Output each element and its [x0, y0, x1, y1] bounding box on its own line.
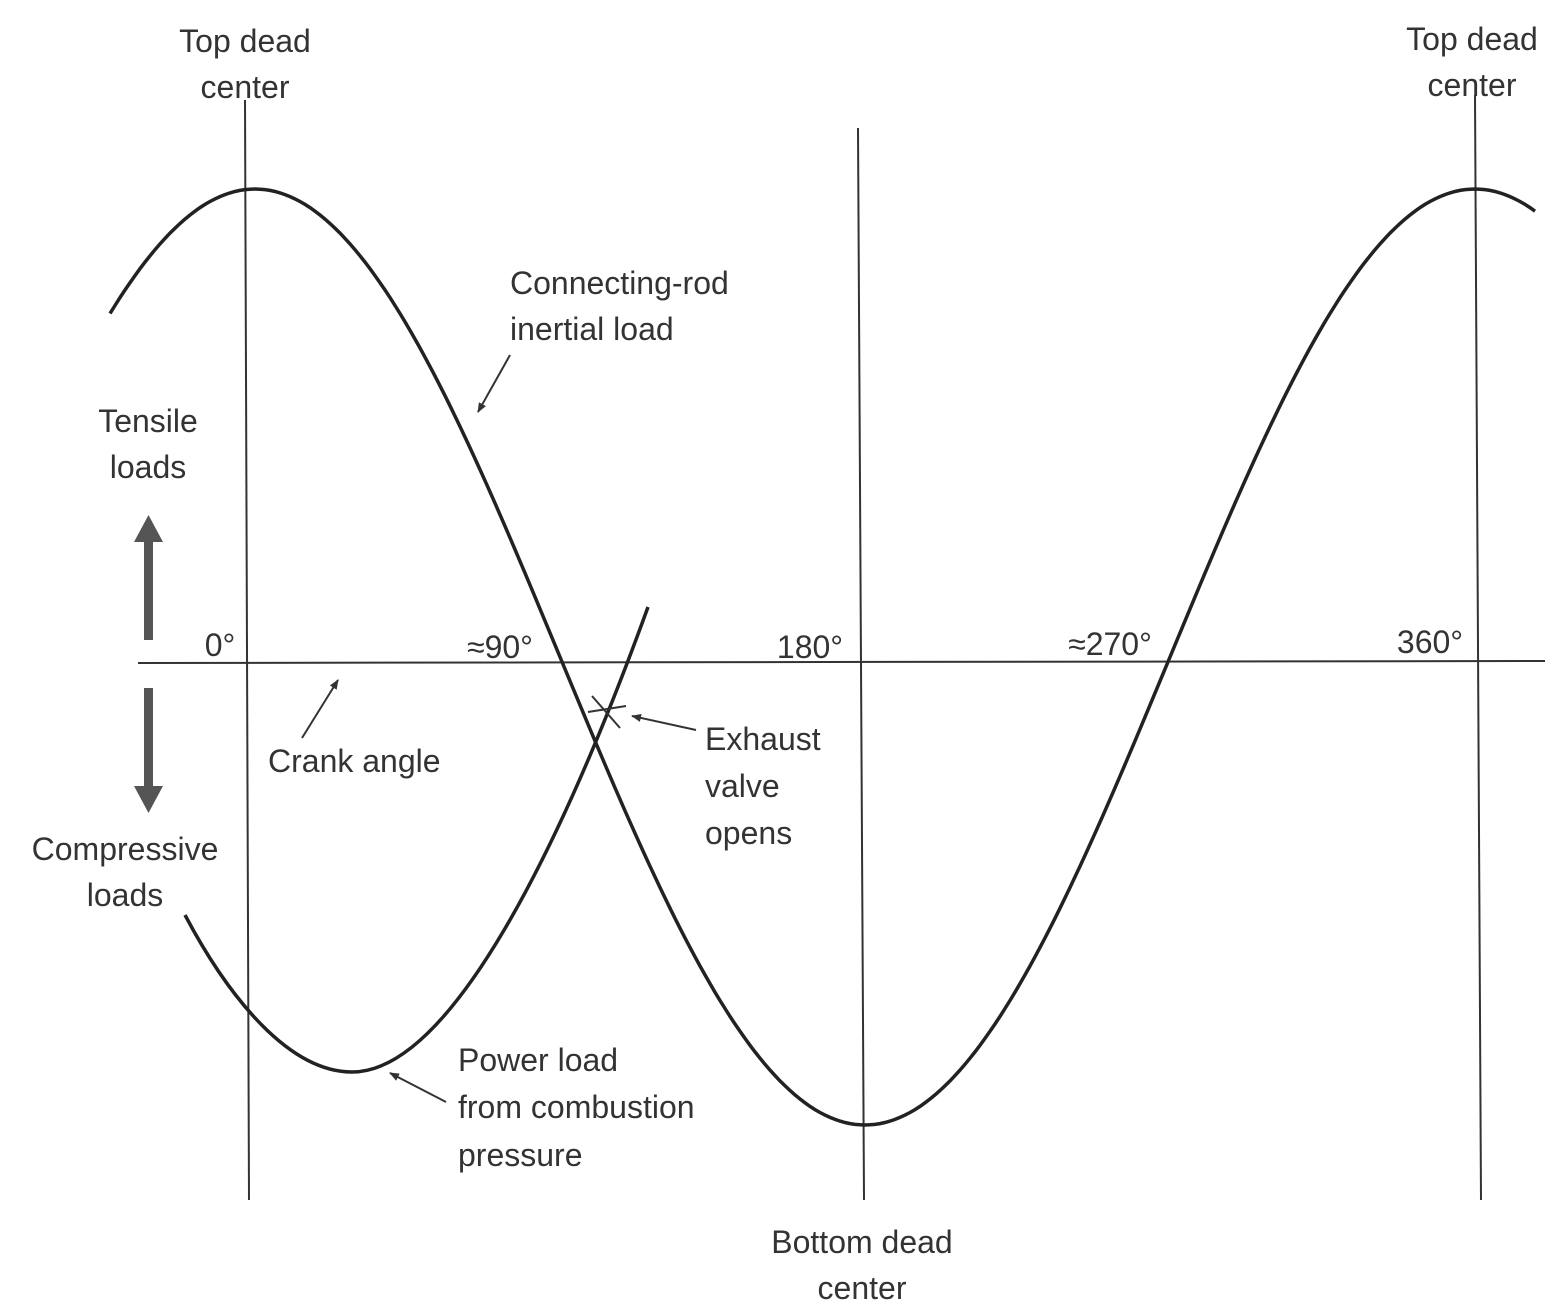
- compressive-arrow: [144, 688, 153, 788]
- curve-label: pressure: [458, 1137, 583, 1173]
- curve-label: Power load: [458, 1042, 618, 1078]
- angle-label: 0°: [205, 627, 236, 663]
- load-direction-label: loads: [87, 877, 164, 913]
- callout-arrow: [301, 679, 339, 739]
- dead-center-label: Top dead: [1406, 21, 1538, 57]
- bdc-line: [857, 127, 865, 1201]
- power-load-curve: [183, 606, 650, 1074]
- dead-center-label: center: [818, 1270, 907, 1304]
- compressive-arrow: [134, 786, 163, 813]
- angle-label: ≈270°: [1068, 626, 1152, 662]
- dead-center-label: center: [1428, 67, 1517, 103]
- event-label: Exhaust: [705, 721, 821, 757]
- angle-label: 360°: [1397, 624, 1463, 660]
- angle-label: 180°: [777, 629, 843, 665]
- dead-center-label: Bottom dead: [771, 1224, 952, 1260]
- dead-center-label: Top dead: [179, 23, 311, 59]
- angle-label: ≈90°: [467, 629, 533, 665]
- callout-arrow: [477, 354, 511, 413]
- event-label: opens: [705, 815, 792, 851]
- callout-arrow: [631, 714, 697, 731]
- tdc-line: [1474, 94, 1482, 1201]
- crank-axis: [137, 660, 1546, 664]
- event-marker: [591, 695, 621, 729]
- curve-label: from combustion: [458, 1089, 695, 1125]
- tensile-arrow: [134, 515, 163, 542]
- load-direction-label: Tensile: [98, 403, 198, 439]
- tdc-line: [244, 99, 250, 1201]
- event-marker: [587, 705, 627, 713]
- event-label: valve: [705, 768, 780, 804]
- curve-label: Connecting-rod: [510, 265, 729, 301]
- load-direction-label: loads: [110, 449, 187, 485]
- callout-arrow: [389, 1072, 447, 1103]
- tensile-arrow: [144, 540, 153, 640]
- dead-center-label: center: [201, 69, 290, 105]
- curve-label: inertial load: [510, 311, 674, 347]
- inertial-load-curve: [108, 187, 1537, 1127]
- load-direction-label: Compressive: [32, 831, 219, 867]
- axis-label: Crank angle: [268, 743, 441, 779]
